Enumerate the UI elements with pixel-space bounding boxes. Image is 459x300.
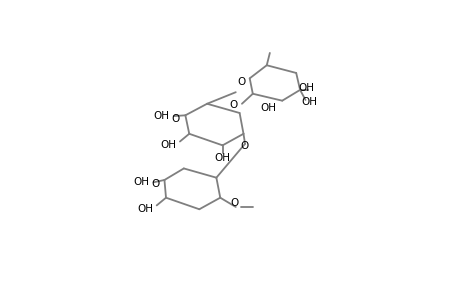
Text: OH: OH	[260, 103, 276, 112]
Text: OH: OH	[133, 177, 149, 187]
Text: OH: OH	[160, 140, 176, 150]
Text: O: O	[171, 114, 179, 124]
Text: O: O	[230, 198, 238, 208]
Text: O: O	[240, 141, 248, 151]
Text: OH: OH	[297, 82, 313, 93]
Text: O: O	[151, 179, 159, 189]
Text: OH: OH	[137, 204, 153, 214]
Text: O: O	[229, 100, 237, 110]
Text: OH: OH	[214, 153, 230, 163]
Text: OH: OH	[301, 97, 317, 107]
Text: OH: OH	[153, 111, 169, 121]
Text: O: O	[236, 77, 245, 87]
